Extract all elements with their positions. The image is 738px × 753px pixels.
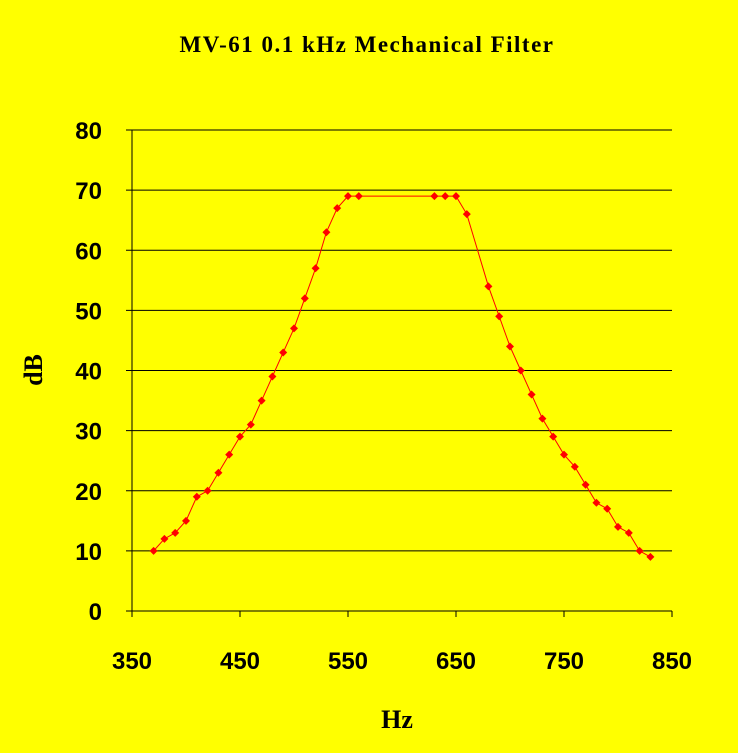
data-point	[592, 498, 601, 507]
chart-title: MV-61 0.1 kHz Mechanical Filter	[179, 32, 554, 57]
data-point	[581, 480, 590, 489]
data-point	[246, 420, 255, 429]
data-point	[430, 192, 439, 201]
data-point	[495, 312, 504, 321]
data-point	[290, 324, 298, 333]
x-tick-label: 550	[328, 648, 368, 675]
data-point	[527, 390, 536, 399]
data-point	[344, 192, 352, 201]
data-point	[214, 468, 223, 477]
data-point	[570, 462, 579, 471]
data-point	[516, 366, 525, 375]
y-tick-label: 20	[75, 479, 102, 506]
data-point	[182, 516, 190, 525]
data-point	[171, 528, 180, 537]
data-point	[311, 264, 320, 273]
data-point	[624, 528, 633, 537]
data-point	[236, 432, 244, 441]
data-point	[484, 282, 493, 291]
y-tick-label: 80	[75, 118, 102, 145]
data-point	[441, 192, 450, 201]
data-point	[452, 192, 460, 201]
data-point	[506, 342, 514, 351]
data-point	[149, 546, 158, 555]
data-point	[462, 210, 471, 219]
data-point	[646, 552, 655, 561]
x-tick-label: 650	[436, 648, 476, 675]
data-point	[635, 546, 644, 555]
data-point	[538, 414, 547, 423]
x-tick-label: 350	[112, 648, 152, 675]
data-point	[300, 294, 309, 303]
y-tick-label: 10	[75, 539, 102, 566]
y-tick-label: 70	[75, 178, 102, 205]
series-line	[153, 195, 651, 558]
data-point	[160, 534, 169, 543]
y-tick-label: 60	[75, 238, 102, 265]
data-point	[354, 192, 363, 201]
data-point	[614, 522, 622, 531]
data-point	[203, 486, 212, 495]
y-tick-label: 0	[89, 599, 102, 626]
data-point	[279, 348, 288, 357]
y-tick-label: 40	[75, 359, 102, 386]
x-tick-label: 850	[652, 648, 692, 675]
y-tick-label: 50	[75, 298, 102, 325]
data-point	[257, 396, 266, 405]
data-point	[560, 450, 568, 459]
data-point	[192, 492, 201, 501]
x-tick-label: 450	[220, 648, 260, 675]
data-point	[322, 228, 331, 237]
y-axis-label: dB	[19, 354, 48, 386]
data-point	[225, 450, 234, 459]
y-tick-label: 30	[75, 419, 102, 446]
x-tick-label: 750	[544, 648, 584, 675]
data-point	[549, 432, 558, 441]
data-point	[268, 372, 277, 381]
data-point	[333, 204, 342, 213]
data-point	[603, 504, 612, 513]
x-axis-label: Hz	[381, 705, 413, 734]
